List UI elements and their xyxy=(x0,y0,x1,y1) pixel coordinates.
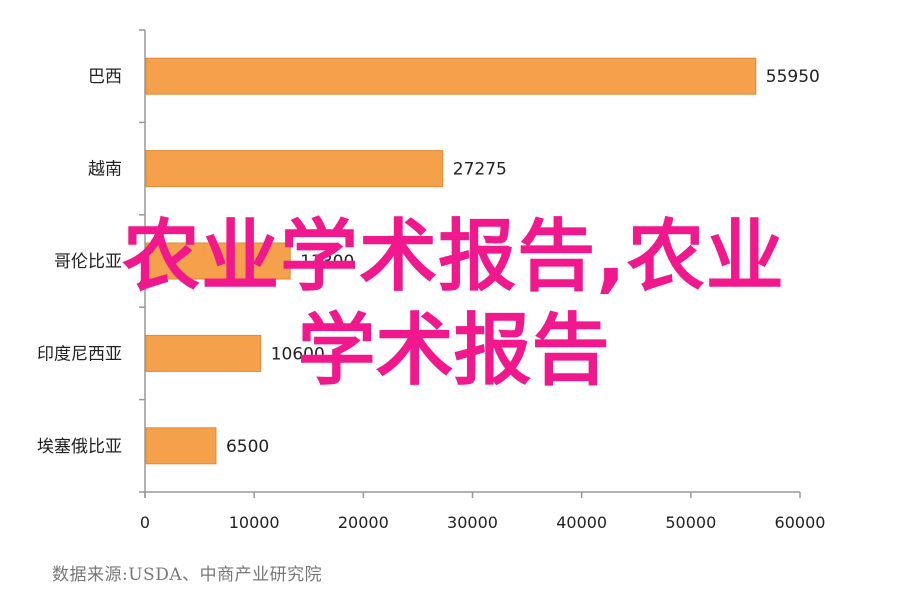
x-tick-label: 0 xyxy=(140,513,150,532)
x-tick-label: 10000 xyxy=(229,513,280,532)
bar xyxy=(145,427,217,465)
bar xyxy=(145,242,291,280)
chart-labels: 0 10000 20000 30000 40000 50000 60000 巴西 55950 越南… xyxy=(37,67,825,532)
watermark-line-1: 农业学术报告,农业 xyxy=(122,212,785,302)
bar xyxy=(145,57,757,95)
source-note: 数据来源:USDA、中商产业研究院 xyxy=(52,565,323,585)
watermark-line-2: 学术报告 xyxy=(297,306,610,396)
x-tick-label: 40000 xyxy=(556,513,607,532)
category-label: 印度尼西亚 xyxy=(37,344,122,364)
chart-bars xyxy=(145,57,757,465)
chart-axes xyxy=(139,29,801,498)
category-label: 哥伦比亚 xyxy=(54,252,122,272)
x-tick-label: 30000 xyxy=(447,513,498,532)
value-label: 6500 xyxy=(226,437,269,457)
value-label: 13300 xyxy=(300,252,354,272)
value-label: 27275 xyxy=(453,160,507,180)
value-label: 10600 xyxy=(271,344,325,364)
bar xyxy=(145,150,444,188)
bar xyxy=(145,334,262,372)
x-tick-label: 60000 xyxy=(775,513,826,532)
x-tick-label: 20000 xyxy=(338,513,389,532)
category-label: 越南 xyxy=(88,160,122,180)
category-label: 巴西 xyxy=(88,67,122,87)
category-label: 埃塞俄比亚 xyxy=(37,437,122,457)
value-label: 55950 xyxy=(766,67,820,87)
x-tick-label: 50000 xyxy=(665,513,716,532)
